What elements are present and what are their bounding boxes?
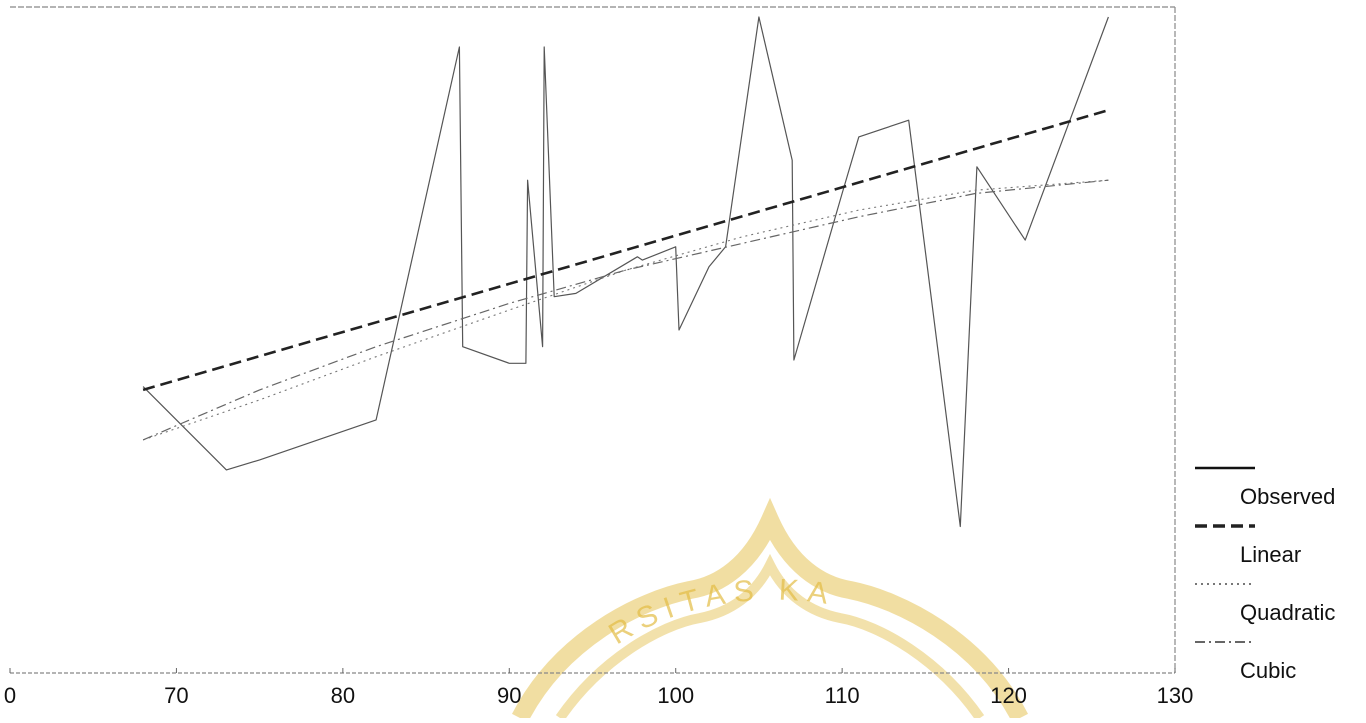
legend-label-observed: Observed (1240, 484, 1335, 509)
x-tick-label-70: 70 (164, 683, 188, 708)
x-tick-label-0: 0 (4, 683, 16, 708)
x-tick-label-90: 90 (497, 683, 521, 708)
legend: Observed Linear Quadratic Cubic (1195, 466, 1335, 683)
x-axis: 0 70 80 90 100 110 120 130 (4, 668, 1193, 708)
legend-label-quadratic: Quadratic (1240, 600, 1335, 625)
series-layer (142, 16, 1109, 528)
x-tick-label-120: 120 (990, 683, 1027, 708)
series-line-observed (142, 16, 1109, 528)
x-tick-label-130: 130 (1157, 683, 1194, 708)
seal-inner-ring (555, 553, 985, 721)
legend-label-linear: Linear (1240, 542, 1301, 567)
series-line-linear (142, 108, 1109, 392)
series-line-cubic (142, 179, 1109, 441)
x-tick-label-80: 80 (331, 683, 355, 708)
x-tick-label-100: 100 (657, 683, 694, 708)
x-tick-label-110: 110 (825, 683, 860, 708)
legend-label-cubic: Cubic (1240, 658, 1296, 683)
plot-frame (10, 6, 1176, 674)
seal-outer-ring (511, 497, 1029, 723)
university-seal-watermark: RSITAS KA (511, 497, 1029, 723)
series-line-quadratic (142, 179, 1109, 441)
